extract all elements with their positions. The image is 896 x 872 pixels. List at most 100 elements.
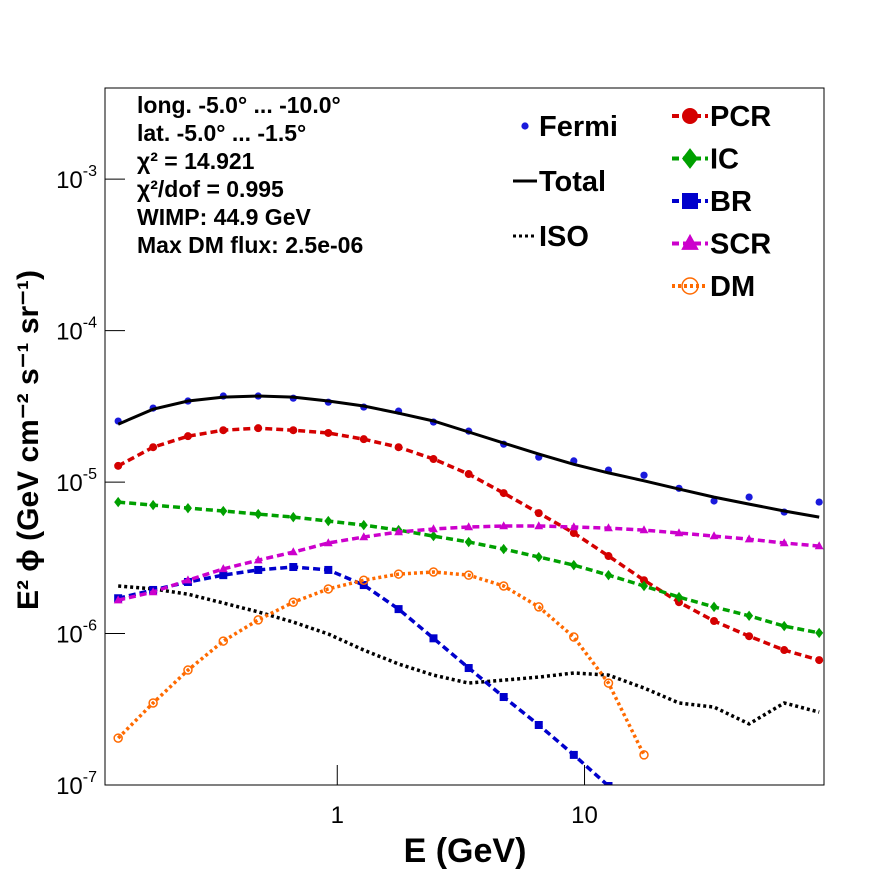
data-point	[253, 615, 263, 625]
data-point	[254, 424, 263, 433]
data-point	[464, 470, 473, 479]
y-tick-label: 10-5	[56, 466, 97, 497]
y-tick-exponent: -5	[83, 466, 97, 483]
legend-label: SCR	[710, 229, 771, 261]
legend-marker	[681, 233, 699, 250]
data-point	[604, 569, 613, 581]
data-point	[113, 733, 123, 743]
legend-label: Fermi	[539, 111, 618, 143]
data-point	[534, 602, 544, 612]
plot-area	[113, 392, 824, 785]
data-point	[640, 471, 648, 479]
y-tick-base: 10	[56, 167, 83, 194]
data-point	[429, 455, 438, 464]
data-point	[779, 538, 789, 547]
data-point	[324, 428, 333, 437]
data-point	[815, 656, 824, 665]
y-tick-exponent: -3	[83, 163, 97, 180]
y-axis-label: E² ϕ (GeV cm⁻² s⁻¹ sr⁻¹)	[12, 270, 45, 610]
data-point	[394, 527, 403, 536]
series-line	[116, 570, 646, 756]
data-point	[359, 435, 368, 444]
annotation: WIMP: 44.9 GeV	[137, 204, 311, 230]
legend-label: IC	[710, 144, 739, 176]
data-point	[359, 519, 368, 531]
data-point	[183, 575, 193, 584]
data-point	[149, 499, 158, 511]
series-line	[117, 565, 610, 785]
legend-marker	[682, 193, 698, 209]
data-point	[183, 665, 193, 675]
data-point	[639, 750, 649, 760]
data-point	[603, 678, 614, 688]
data-point	[674, 528, 684, 537]
data-point	[289, 563, 298, 572]
data-point	[463, 570, 474, 580]
data-point	[114, 496, 123, 508]
legend-marker	[681, 277, 699, 295]
data-point	[218, 636, 229, 646]
data-point	[604, 552, 613, 561]
data-point	[219, 505, 228, 517]
data-point	[780, 620, 789, 632]
data-point	[359, 532, 369, 541]
data-point	[534, 521, 544, 530]
data-point	[534, 509, 543, 518]
data-point	[640, 580, 649, 592]
data-point	[113, 595, 123, 604]
data-point	[499, 489, 508, 498]
data-point	[428, 567, 439, 577]
y-tick-base: 10	[56, 773, 83, 800]
annotation: long. -5.0° ... -10.0°	[137, 92, 341, 118]
data-point	[674, 591, 683, 603]
legend-label: PCR	[710, 101, 771, 133]
data-point	[780, 646, 789, 655]
y-tick-label: 10-6	[56, 618, 97, 649]
data-point	[429, 634, 438, 643]
data-point	[569, 632, 579, 642]
data-point	[394, 605, 403, 614]
data-point	[499, 693, 508, 702]
y-tick-base: 10	[56, 622, 83, 649]
data-point	[745, 610, 754, 621]
data-point	[148, 587, 158, 596]
y-tick-label: 10-4	[56, 315, 97, 346]
annotation: χ² = 14.921	[137, 148, 255, 174]
data-point	[464, 536, 473, 548]
data-point	[464, 664, 473, 673]
data-point	[569, 559, 578, 571]
data-point	[359, 575, 369, 585]
data-point	[254, 565, 263, 574]
legend-marker	[682, 148, 698, 169]
annotation: χ²/dof = 0.995	[137, 176, 284, 202]
data-point	[289, 426, 298, 435]
data-point	[323, 584, 334, 594]
data-point	[324, 565, 333, 574]
series-line	[117, 524, 820, 602]
legend-label: DM	[710, 271, 755, 303]
data-point	[254, 508, 263, 520]
data-point	[323, 538, 333, 547]
data-point	[183, 502, 192, 514]
data-point	[219, 426, 228, 435]
data-point	[604, 523, 613, 532]
data-point	[429, 524, 438, 533]
data-point	[288, 597, 299, 607]
data-point	[393, 569, 404, 579]
data-point	[219, 571, 228, 580]
y-tick-base: 10	[56, 319, 83, 346]
y-tick-label: 10-7	[56, 769, 97, 800]
data-point	[604, 781, 613, 785]
data-point	[534, 720, 543, 729]
data-point	[709, 531, 719, 540]
data-point	[498, 581, 509, 591]
data-point	[183, 432, 192, 441]
data-point	[744, 534, 754, 543]
data-point	[148, 698, 158, 708]
data-point	[253, 555, 263, 564]
data-point	[534, 551, 543, 563]
data-point	[289, 511, 298, 523]
data-point	[814, 541, 824, 550]
